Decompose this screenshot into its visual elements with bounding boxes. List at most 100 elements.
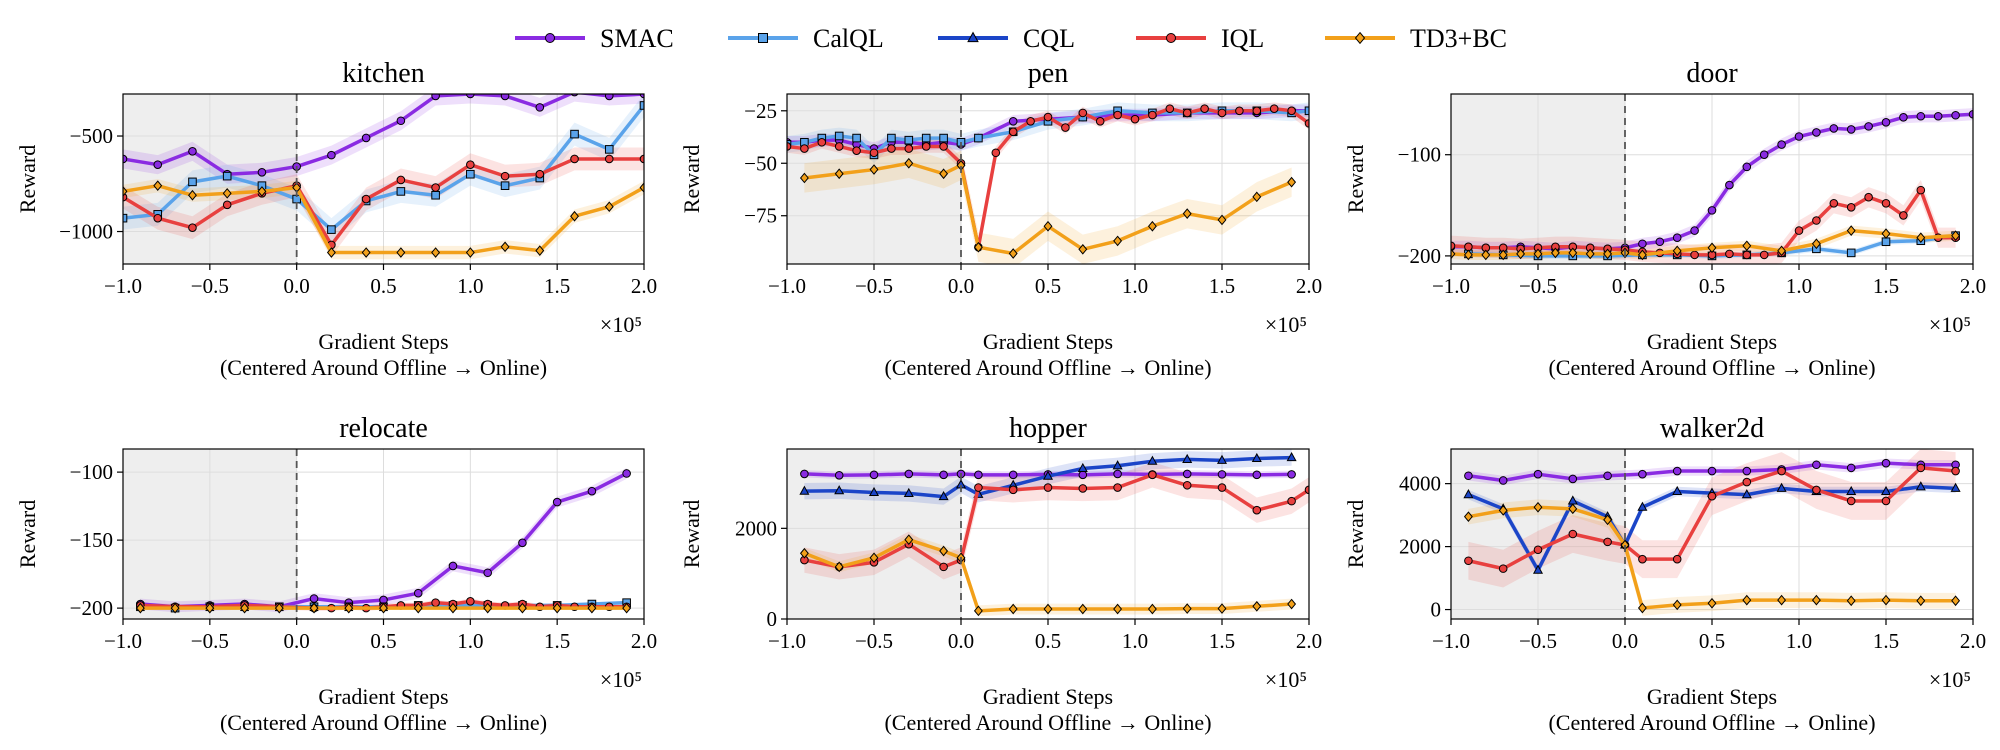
point-iql <box>1672 554 1682 564</box>
point-iql <box>1130 114 1140 124</box>
point-smac <box>327 150 336 160</box>
point-iql <box>1498 564 1508 573</box>
point-smac <box>1533 469 1543 479</box>
point-td3-bc <box>413 602 423 614</box>
point-td3-bc <box>1217 603 1227 614</box>
point-td3-bc <box>1043 603 1053 615</box>
x-axis-sublabel: (Centered Around Offline → Online) <box>884 355 1211 380</box>
y-axis-label: Reward <box>679 500 704 568</box>
point-smac <box>1742 466 1752 476</box>
series-line-td3-bc <box>1468 505 1956 610</box>
point-td3-bc <box>448 602 458 614</box>
point-iql <box>1026 116 1035 126</box>
point-iql <box>1043 112 1053 122</box>
point-td3-bc <box>1742 240 1752 252</box>
point-td3-bc <box>834 561 844 573</box>
point-cql <box>868 486 880 497</box>
series-line-td3-bc <box>804 161 1293 256</box>
point-cql <box>1112 460 1123 470</box>
point-td3-bc <box>904 157 914 169</box>
point-cql <box>1637 501 1648 511</box>
point-iql <box>1916 463 1926 473</box>
x-axis-sublabel: (Centered Around Offline → Online) <box>1548 710 1875 735</box>
point-td3-bc <box>1672 599 1682 611</box>
point-td3-bc <box>396 247 406 258</box>
x-tick-label: 0.5 <box>370 274 396 298</box>
point-smac <box>552 497 562 507</box>
legend-label: TD3+BC <box>1410 24 1507 53</box>
point-td3-bc <box>939 168 949 180</box>
point-smac <box>1899 112 1908 122</box>
y-tick-label: −50 <box>744 151 777 175</box>
point-iql <box>1881 496 1891 506</box>
point-td3-bc <box>153 180 163 192</box>
point-iql <box>1078 484 1088 493</box>
point-smac <box>1113 469 1122 479</box>
legend-marker <box>967 31 979 43</box>
point-td3-bc <box>1533 248 1543 260</box>
point-calql <box>222 171 232 181</box>
point-td3-bc <box>1707 597 1717 609</box>
point-smac <box>869 470 879 480</box>
point-td3-bc <box>1637 249 1647 261</box>
band-iql <box>1451 180 1956 264</box>
point-iql <box>1008 127 1018 137</box>
point-cql <box>834 485 845 495</box>
point-smac <box>483 568 493 578</box>
point-smac <box>1812 128 1821 137</box>
point-td3-bc <box>1846 225 1856 236</box>
point-td3-bc <box>1147 603 1157 615</box>
legend: SMAC CalQL CQL IQL TD3+BC <box>515 24 1507 53</box>
point-iql <box>974 483 983 492</box>
legend-marker <box>758 33 768 43</box>
point-smac <box>1638 469 1647 479</box>
axes-frame <box>122 448 645 620</box>
point-td3-bc <box>1287 176 1297 188</box>
x-scale-label: ×10⁵ <box>1929 667 1971 692</box>
point-iql <box>188 223 197 233</box>
panel-pen: −1.0 −0.5 0.0 0.5 1.0 1.5 2.0 −25 −50 −75 pen Rewar… <box>679 58 1322 380</box>
point-iql <box>1078 108 1088 118</box>
panel-relocate: −1.0 −0.5 0.0 0.5 1.0 1.5 2.0 −100 −150 −200 reloc… <box>15 413 657 735</box>
x-axis-sublabel: (Centered Around Offline → Online) <box>1548 355 1875 380</box>
point-td3-bc <box>1182 603 1192 614</box>
axes-frame <box>122 93 645 265</box>
point-smac <box>188 147 197 156</box>
point-td3-bc <box>1585 248 1595 260</box>
point-td3-bc <box>1916 595 1926 607</box>
point-iql <box>1916 185 1926 195</box>
point-smac <box>1881 118 1891 127</box>
point-iql <box>1864 192 1873 202</box>
series-line-calql <box>123 104 644 232</box>
point-iql <box>1829 198 1839 208</box>
point-iql <box>939 562 948 572</box>
point-td3-bc <box>500 241 510 253</box>
point-smac <box>1217 470 1227 479</box>
x-tick-label: 0.0 <box>1612 629 1638 653</box>
x-tick-label: 2.0 <box>1960 629 1986 653</box>
legend-item-cql: CQL <box>938 24 1075 53</box>
point-iql <box>1812 485 1821 495</box>
x-tick-label: 1.0 <box>457 629 483 653</box>
point-calql <box>500 181 510 190</box>
point-cql <box>1950 482 1961 492</box>
point-iql <box>431 183 440 192</box>
band-td3-bc <box>123 179 644 260</box>
point-smac <box>1008 470 1018 480</box>
point-smac <box>396 116 406 126</box>
point-td3-bc <box>1043 220 1053 232</box>
y-tick-label: 0 <box>1431 598 1442 622</box>
point-iql <box>1464 556 1473 566</box>
series-line-cql <box>1467 485 1956 572</box>
band-iql <box>804 462 1309 580</box>
point-td3-bc <box>1951 595 1961 607</box>
x-tick-label: 0.0 <box>284 274 310 298</box>
point-cql <box>1846 485 1857 496</box>
point-td3-bc <box>1777 245 1787 257</box>
point-td3-bc <box>1113 603 1123 615</box>
point-iql <box>1113 110 1122 120</box>
point-smac <box>1829 124 1839 133</box>
point-td3-bc <box>1008 603 1018 615</box>
x-tick-label: 0.5 <box>1699 274 1725 298</box>
panel-hopper: −1.0 −0.5 0.0 0.5 1.0 1.5 2.0 0 2000 hopper Reward… <box>679 413 1322 735</box>
